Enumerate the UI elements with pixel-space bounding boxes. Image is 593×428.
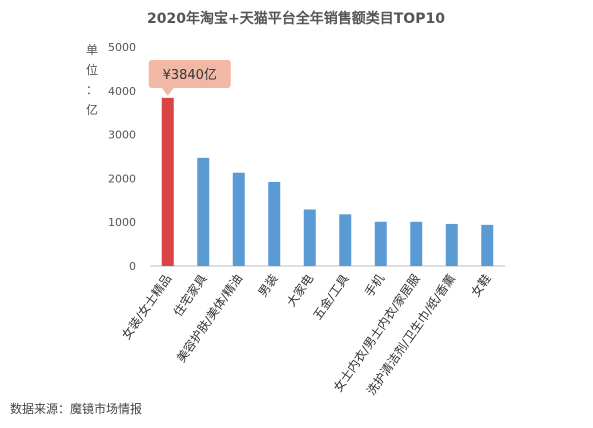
y-tick-label: 0	[129, 260, 136, 273]
x-tick-label: 五金/工具	[310, 271, 352, 322]
y-axis: 0 1000 2000 3000 4000 5000	[108, 41, 136, 273]
value-callout: ¥3840亿	[148, 60, 231, 96]
callout-box	[148, 60, 231, 88]
x-tick-label: 住宅家具	[170, 271, 210, 319]
bar	[303, 209, 316, 266]
unit-label: 单位：亿	[86, 43, 98, 117]
y-tick-label: 4000	[108, 85, 136, 98]
x-tick-label: 女鞋	[468, 271, 494, 299]
bar	[268, 181, 281, 266]
bars	[161, 97, 494, 266]
bar	[374, 221, 387, 266]
bar	[197, 157, 210, 266]
callout-pointer	[161, 88, 174, 96]
y-tick-label: 3000	[108, 129, 136, 142]
y-tick-label: 5000	[108, 41, 136, 54]
bar	[410, 221, 423, 266]
bar	[339, 214, 352, 266]
bar	[161, 97, 174, 266]
bar	[481, 224, 494, 266]
y-tick-label: 2000	[108, 172, 136, 185]
chart-title: 2020年淘宝+天猫平台全年销售额类目TOP10	[147, 10, 445, 27]
y-tick-label: 1000	[108, 216, 136, 229]
x-tick-label: 女装/女士精品	[118, 271, 174, 342]
bar	[232, 172, 245, 266]
bar	[445, 223, 458, 266]
x-tick-label: 美容护肤/美体/精油	[173, 271, 245, 365]
x-tick-label: 手机	[362, 272, 387, 300]
callout-text: ¥3840亿	[163, 68, 217, 83]
x-tick-label: 男装	[255, 272, 280, 300]
unit-label-text: 单位：亿	[86, 43, 98, 117]
x-tick-label: 大家电	[283, 271, 316, 309]
source-note: 数据来源：魔镜市场情报	[10, 402, 143, 416]
